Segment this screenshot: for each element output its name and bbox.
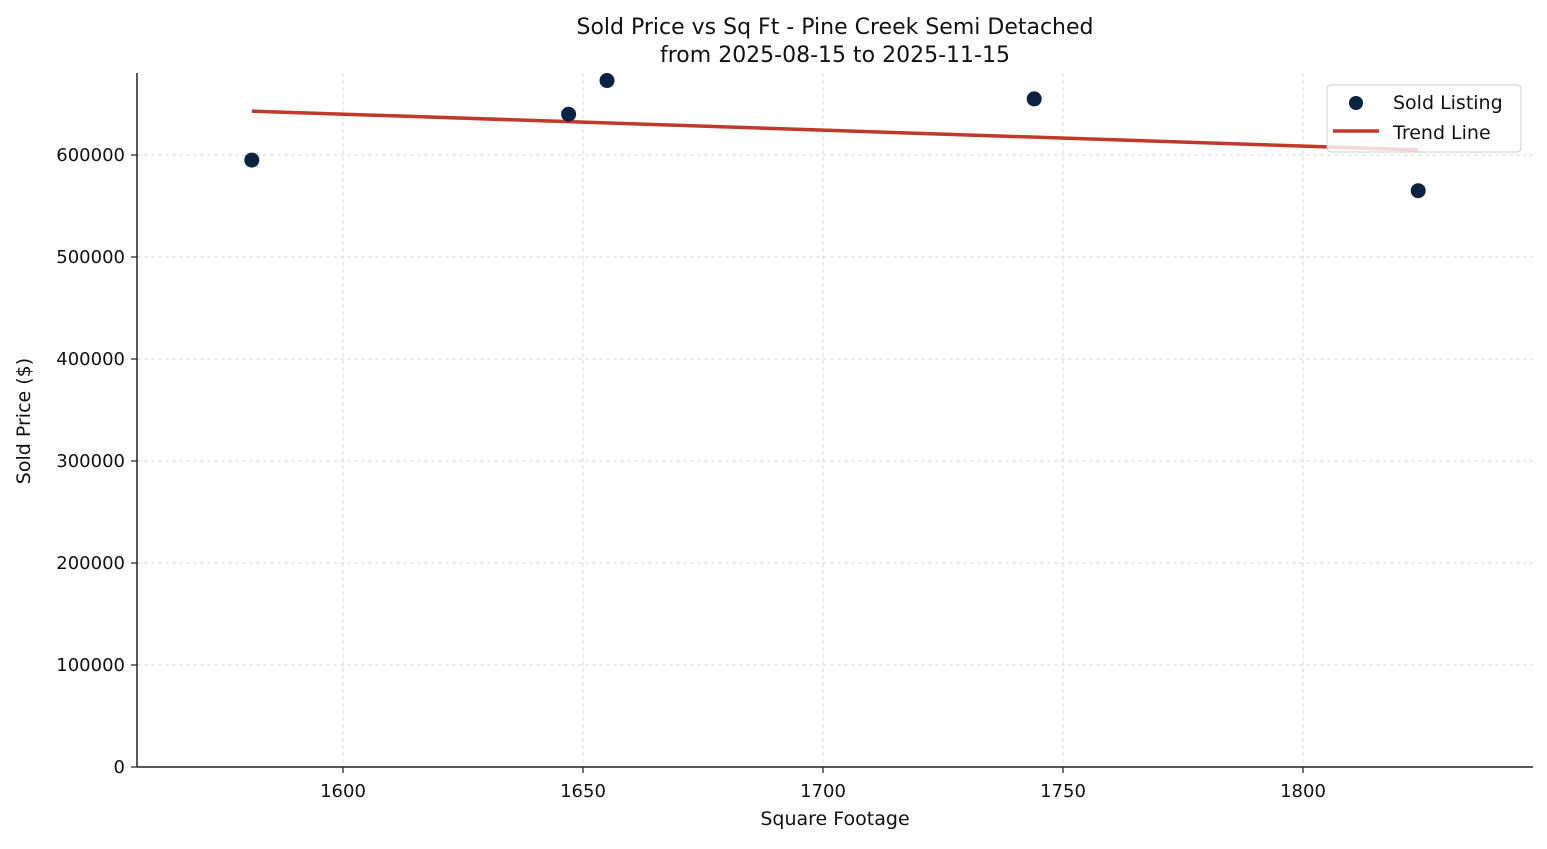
chart-title: Sold Price vs Sq Ft - Pine Creek Semi De…: [576, 15, 1093, 40]
data-point: [1410, 183, 1426, 199]
x-axis-label: Square Footage: [760, 808, 909, 830]
data-point: [1026, 91, 1042, 107]
y-tick-label: 200000: [56, 553, 125, 574]
y-tick-label: 0: [114, 757, 125, 778]
legend-label-sold: Sold Listing: [1393, 92, 1503, 114]
x-tick-label: 1750: [1040, 781, 1086, 802]
y-tick-label: 500000: [56, 247, 125, 268]
chart-subtitle: from 2025-08-15 to 2025-11-15: [660, 43, 1010, 68]
grid-lines: [137, 73, 1533, 767]
axes: [136, 73, 1533, 768]
data-points: [244, 73, 1426, 199]
x-tick-label: 1650: [560, 781, 606, 802]
y-tick-label: 100000: [56, 655, 125, 676]
y-tick-label: 600000: [56, 145, 125, 166]
x-axis-ticks: 1600 1650 1700 1750 1800: [320, 767, 1326, 802]
y-tick-label: 300000: [56, 451, 125, 472]
data-point: [599, 73, 615, 89]
legend-label-trend: Trend Line: [1392, 122, 1491, 144]
y-axis-label: Sold Price ($): [13, 358, 35, 484]
x-tick-label: 1700: [800, 781, 846, 802]
x-tick-label: 1800: [1280, 781, 1326, 802]
legend-marker-icon: [1349, 96, 1363, 110]
data-point: [561, 106, 577, 122]
trend-line: [251, 109, 1419, 152]
x-tick-label: 1600: [320, 781, 366, 802]
legend: Sold Listing Trend Line: [1326, 84, 1522, 153]
y-axis-ticks: 0 100000 200000 300000 400000 500000 600000: [56, 145, 137, 778]
y-tick-label: 400000: [56, 349, 125, 370]
data-point: [244, 152, 260, 168]
